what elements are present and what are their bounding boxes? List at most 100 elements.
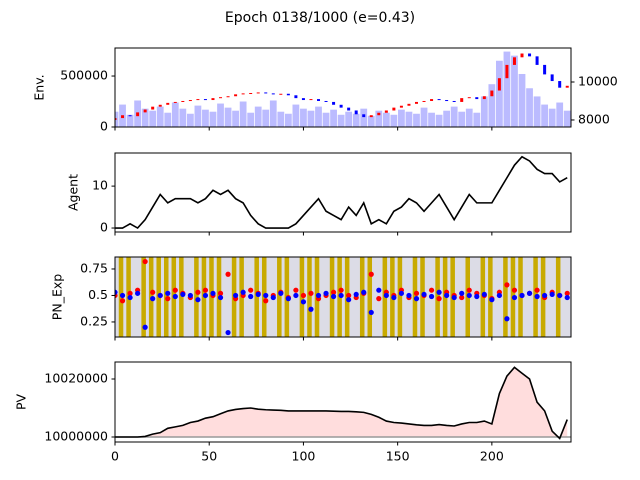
candle — [422, 100, 426, 102]
point — [496, 292, 502, 299]
volume-bar — [202, 109, 209, 127]
volume-bar — [262, 109, 270, 127]
y-tick-label: 500000 — [60, 68, 108, 83]
candle — [407, 103, 411, 106]
candle — [565, 85, 569, 88]
candle — [490, 90, 494, 97]
point — [240, 289, 246, 295]
point — [308, 290, 314, 296]
point — [542, 292, 548, 299]
point — [255, 291, 261, 298]
candle — [437, 99, 441, 101]
y2-tick-label: 8000 — [578, 111, 610, 126]
volume-bar — [360, 108, 368, 127]
figure-title: Epoch 0138/1000 (e=0.43) — [225, 10, 415, 26]
point — [413, 296, 420, 302]
point — [383, 292, 389, 299]
candle — [332, 101, 336, 105]
candle — [249, 93, 253, 95]
point — [391, 294, 397, 301]
point — [511, 287, 518, 293]
point — [330, 293, 337, 300]
point — [459, 294, 465, 301]
point — [270, 294, 276, 301]
point — [127, 294, 133, 301]
volume-bar — [315, 106, 322, 127]
y-tick-label: 0.5 — [88, 287, 108, 302]
candle — [445, 100, 449, 102]
y-tick-label: 10 — [92, 178, 108, 193]
candle — [317, 99, 321, 101]
candle — [256, 92, 260, 94]
y-tick-label: 10020000 — [44, 370, 108, 385]
point — [180, 291, 186, 298]
volume-bar — [126, 114, 134, 127]
point — [466, 287, 472, 293]
plot-area — [115, 257, 570, 337]
candle — [324, 100, 328, 102]
candle — [377, 112, 381, 116]
point — [217, 294, 224, 301]
volume-bar — [398, 109, 405, 127]
point — [293, 292, 299, 299]
point — [428, 287, 435, 293]
point — [564, 294, 570, 301]
explore-band — [254, 257, 259, 337]
point — [526, 290, 533, 296]
candle — [369, 115, 373, 118]
point — [165, 290, 171, 296]
candle — [362, 114, 366, 118]
line — [115, 155, 568, 230]
point — [165, 296, 171, 302]
volume-bar — [496, 60, 503, 127]
explore-band — [277, 257, 282, 337]
explore-band — [359, 257, 365, 337]
volume-bar — [141, 108, 149, 127]
volume-bar — [473, 112, 481, 127]
point — [330, 289, 337, 295]
candle — [286, 93, 290, 96]
point — [428, 293, 435, 300]
plot-area — [115, 155, 568, 230]
point — [504, 282, 510, 288]
point — [413, 290, 420, 296]
point — [534, 293, 540, 300]
volume-bar — [322, 112, 330, 127]
volume-bar — [247, 112, 255, 127]
point — [285, 296, 291, 302]
volume-bar — [428, 112, 435, 127]
point — [519, 292, 525, 299]
point — [474, 293, 480, 300]
explore-band — [141, 257, 146, 337]
y2-tick-label: 10000 — [578, 73, 618, 88]
plot-area — [115, 51, 571, 127]
candle — [475, 97, 479, 100]
volume-bar — [149, 110, 157, 127]
candle — [392, 107, 396, 111]
explore-band — [503, 257, 508, 337]
candle — [143, 109, 147, 113]
candle — [460, 98, 464, 102]
y-axis-label: PV — [14, 394, 29, 411]
volume-bar — [284, 113, 292, 127]
volume-bar — [164, 112, 172, 127]
point — [459, 290, 465, 296]
volume-bar — [556, 102, 564, 127]
volume-bar — [269, 100, 277, 127]
candle — [309, 99, 313, 101]
candle — [414, 101, 418, 104]
point — [376, 296, 382, 302]
point — [115, 289, 118, 295]
x-tick-label: 150 — [386, 449, 410, 464]
candle — [188, 100, 192, 102]
volume-bar — [503, 51, 511, 127]
candle — [467, 97, 471, 99]
point — [504, 316, 510, 322]
candle — [558, 81, 562, 88]
volume-bar — [179, 108, 187, 127]
area — [115, 367, 568, 439]
volume-bar — [367, 115, 375, 127]
candle — [264, 92, 268, 94]
point — [361, 289, 367, 295]
